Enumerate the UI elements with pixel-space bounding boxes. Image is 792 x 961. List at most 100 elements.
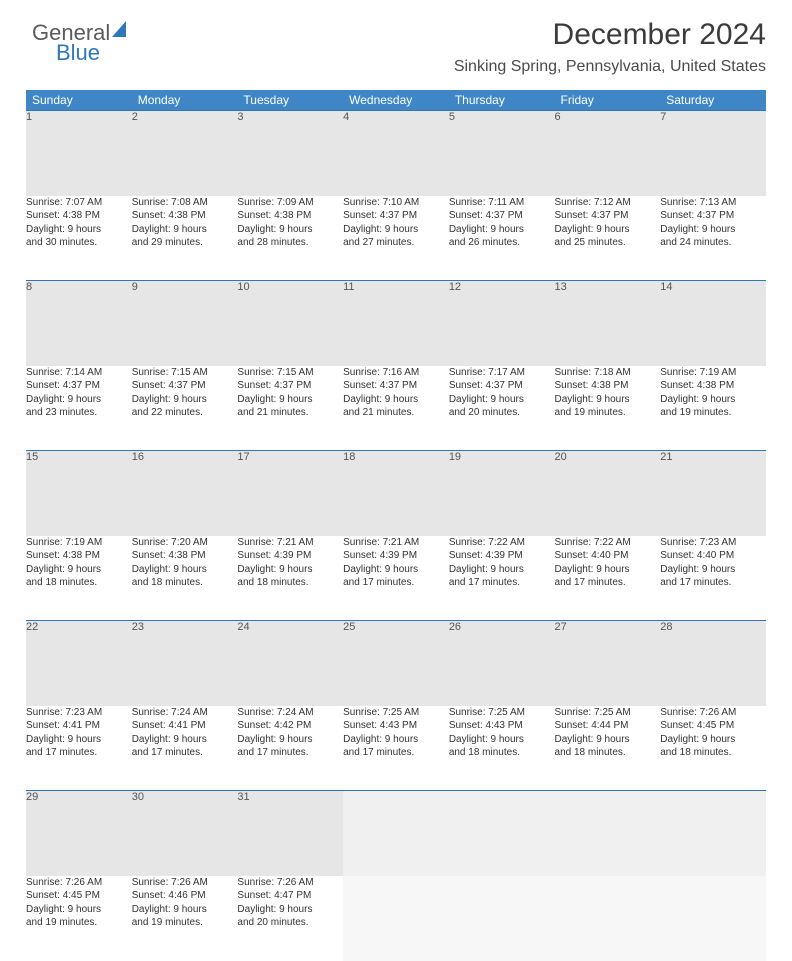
day-line: Sunrise: 7:25 AM <box>343 706 449 720</box>
day-line: Daylight: 9 hours <box>26 393 132 407</box>
day-line: and 21 minutes. <box>237 406 343 420</box>
calendar-table: Sunday Monday Tuesday Wednesday Thursday… <box>26 90 766 961</box>
day-number-cell: 19 <box>449 451 555 536</box>
day-number-cell: 1 <box>26 111 132 196</box>
day-number-cell: 10 <box>237 281 343 366</box>
day-line: and 18 minutes. <box>26 576 132 590</box>
day-line: Sunset: 4:47 PM <box>237 889 343 903</box>
day-line: Sunrise: 7:17 AM <box>449 366 555 380</box>
day-content-cell: Sunrise: 7:09 AMSunset: 4:38 PMDaylight:… <box>237 196 343 281</box>
day-content-cell <box>555 876 661 961</box>
day-content-cell: Sunrise: 7:22 AMSunset: 4:40 PMDaylight:… <box>555 536 661 621</box>
day-content-cell: Sunrise: 7:19 AMSunset: 4:38 PMDaylight:… <box>26 536 132 621</box>
day-content-cell: Sunrise: 7:13 AMSunset: 4:37 PMDaylight:… <box>660 196 766 281</box>
day-line: Daylight: 9 hours <box>26 563 132 577</box>
day-line: Sunset: 4:43 PM <box>449 719 555 733</box>
day-line: Daylight: 9 hours <box>449 563 555 577</box>
day-line: Sunrise: 7:16 AM <box>343 366 449 380</box>
content-row: Sunrise: 7:23 AMSunset: 4:41 PMDaylight:… <box>26 706 766 791</box>
day-number-cell: 15 <box>26 451 132 536</box>
weekday-header-row: Sunday Monday Tuesday Wednesday Thursday… <box>26 90 766 111</box>
day-content-cell <box>343 876 449 961</box>
weekday-header: Tuesday <box>237 90 343 111</box>
day-line: Daylight: 9 hours <box>555 223 661 237</box>
day-line: Sunrise: 7:26 AM <box>237 876 343 890</box>
day-line: Sunset: 4:43 PM <box>343 719 449 733</box>
day-content-cell: Sunrise: 7:14 AMSunset: 4:37 PMDaylight:… <box>26 366 132 451</box>
day-line: Daylight: 9 hours <box>132 733 238 747</box>
day-number-cell: 11 <box>343 281 449 366</box>
day-number-cell: 13 <box>555 281 661 366</box>
day-line: Daylight: 9 hours <box>132 903 238 917</box>
day-number-cell: 16 <box>132 451 238 536</box>
day-line: Sunrise: 7:19 AM <box>660 366 766 380</box>
day-content-cell <box>449 876 555 961</box>
day-line: Sunset: 4:45 PM <box>660 719 766 733</box>
day-line: Sunset: 4:37 PM <box>660 209 766 223</box>
brand-triangle-icon <box>112 21 126 37</box>
day-number-cell <box>449 791 555 876</box>
day-line: Daylight: 9 hours <box>555 733 661 747</box>
day-content-cell: Sunrise: 7:12 AMSunset: 4:37 PMDaylight:… <box>555 196 661 281</box>
day-line: Sunrise: 7:08 AM <box>132 196 238 210</box>
day-line: Sunset: 4:38 PM <box>132 549 238 563</box>
day-line: and 30 minutes. <box>26 236 132 250</box>
day-line: Daylight: 9 hours <box>237 563 343 577</box>
day-line: Sunrise: 7:11 AM <box>449 196 555 210</box>
day-content-cell: Sunrise: 7:08 AMSunset: 4:38 PMDaylight:… <box>132 196 238 281</box>
weekday-header: Friday <box>555 90 661 111</box>
day-line: and 17 minutes. <box>555 576 661 590</box>
day-line: Daylight: 9 hours <box>132 223 238 237</box>
day-line: Sunrise: 7:24 AM <box>132 706 238 720</box>
day-content-cell: Sunrise: 7:24 AMSunset: 4:42 PMDaylight:… <box>237 706 343 791</box>
day-line: Sunrise: 7:15 AM <box>237 366 343 380</box>
brand-part2: Blue <box>56 40 100 66</box>
day-content-cell: Sunrise: 7:22 AMSunset: 4:39 PMDaylight:… <box>449 536 555 621</box>
day-line: and 22 minutes. <box>132 406 238 420</box>
day-content-cell: Sunrise: 7:11 AMSunset: 4:37 PMDaylight:… <box>449 196 555 281</box>
day-line: Sunset: 4:38 PM <box>237 209 343 223</box>
page-header: December 2024 Sinking Spring, Pennsylvan… <box>26 18 766 76</box>
day-line: Sunset: 4:38 PM <box>132 209 238 223</box>
day-line: Sunset: 4:37 PM <box>449 379 555 393</box>
day-number-cell: 23 <box>132 621 238 706</box>
day-content-cell: Sunrise: 7:26 AMSunset: 4:45 PMDaylight:… <box>26 876 132 961</box>
day-line: Sunrise: 7:25 AM <box>555 706 661 720</box>
day-line: and 24 minutes. <box>660 236 766 250</box>
day-number-cell: 20 <box>555 451 661 536</box>
day-line: and 18 minutes. <box>449 746 555 760</box>
day-line: Daylight: 9 hours <box>132 563 238 577</box>
day-line: Sunset: 4:45 PM <box>26 889 132 903</box>
day-line: and 17 minutes. <box>26 746 132 760</box>
day-content-cell: Sunrise: 7:25 AMSunset: 4:43 PMDaylight:… <box>343 706 449 791</box>
day-content-cell: Sunrise: 7:07 AMSunset: 4:38 PMDaylight:… <box>26 196 132 281</box>
day-content-cell: Sunrise: 7:26 AMSunset: 4:45 PMDaylight:… <box>660 706 766 791</box>
day-line: and 27 minutes. <box>343 236 449 250</box>
day-line: and 29 minutes. <box>132 236 238 250</box>
day-line: Daylight: 9 hours <box>237 903 343 917</box>
day-content-cell <box>660 876 766 961</box>
day-number-cell: 22 <box>26 621 132 706</box>
day-content-cell: Sunrise: 7:15 AMSunset: 4:37 PMDaylight:… <box>132 366 238 451</box>
day-line: Sunset: 4:44 PM <box>555 719 661 733</box>
day-line: Daylight: 9 hours <box>660 733 766 747</box>
day-number-cell <box>343 791 449 876</box>
day-number-cell <box>555 791 661 876</box>
day-content-cell: Sunrise: 7:26 AMSunset: 4:47 PMDaylight:… <box>237 876 343 961</box>
day-line: Sunrise: 7:10 AM <box>343 196 449 210</box>
day-line: Sunrise: 7:22 AM <box>449 536 555 550</box>
day-line: and 17 minutes. <box>237 746 343 760</box>
day-line: Sunset: 4:37 PM <box>237 379 343 393</box>
weekday-header: Monday <box>132 90 238 111</box>
day-line: Sunset: 4:40 PM <box>555 549 661 563</box>
day-content-cell: Sunrise: 7:17 AMSunset: 4:37 PMDaylight:… <box>449 366 555 451</box>
day-number-cell: 9 <box>132 281 238 366</box>
day-content-cell: Sunrise: 7:21 AMSunset: 4:39 PMDaylight:… <box>237 536 343 621</box>
day-line: Sunrise: 7:21 AM <box>343 536 449 550</box>
day-line: Sunrise: 7:13 AM <box>660 196 766 210</box>
day-line: Sunrise: 7:26 AM <box>132 876 238 890</box>
day-line: Daylight: 9 hours <box>660 223 766 237</box>
day-line: Sunset: 4:37 PM <box>555 209 661 223</box>
day-number-cell: 7 <box>660 111 766 196</box>
day-number-cell <box>660 791 766 876</box>
